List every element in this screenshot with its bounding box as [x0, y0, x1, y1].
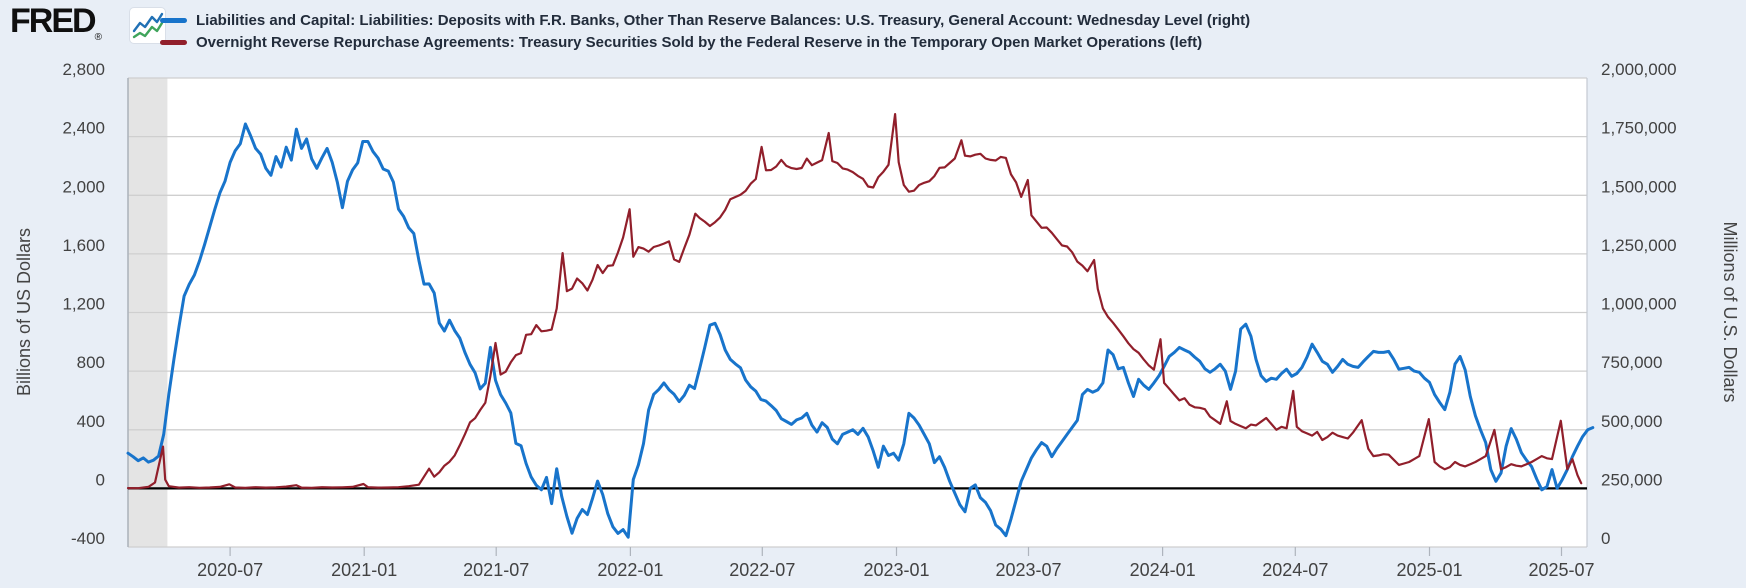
y-axis-label-right: 1,500,000: [1601, 177, 1677, 196]
fred-logo-text: FRED: [10, 2, 97, 40]
x-axis-label: 2023-01: [863, 560, 929, 580]
y-axis-label-right: 2,000,000: [1601, 60, 1677, 79]
y-axis-label-left: 800: [77, 353, 105, 372]
x-axis-label: 2020-07: [197, 560, 263, 580]
right-axis-title: Millions of U.S. Dollars: [1720, 221, 1740, 402]
y-axis-label-left: 2,800: [62, 60, 105, 79]
x-axis-label: 2022-01: [597, 560, 663, 580]
legend-label-rrp: Overnight Reverse Repurchase Agreements:…: [196, 33, 1203, 51]
y-axis-label-left: 400: [77, 412, 105, 431]
line-chart-icon: [129, 7, 166, 44]
y-axis-label-right: 0: [1601, 529, 1610, 548]
y-axis-label-right: 1,250,000: [1601, 236, 1677, 255]
left-axis-title: Billions of US Dollars: [14, 228, 34, 396]
y-axis-label-left: 1,600: [62, 236, 105, 255]
y-axis-label-right: 750,000: [1601, 353, 1662, 372]
x-axis-label: 2025-07: [1528, 560, 1594, 580]
chart-legend: Liabilities and Capital: Liabilities: De…: [160, 9, 1250, 53]
legend-swatch-red: [160, 39, 187, 45]
y-axis-label-left: 1,200: [62, 295, 105, 314]
fred-logo: FRED®: [10, 2, 102, 43]
legend-item-rrp: Overnight Reverse Repurchase Agreements:…: [160, 31, 1250, 53]
y-axis-label-right: 1,000,000: [1601, 295, 1677, 314]
x-axis-label: 2021-01: [331, 560, 397, 580]
legend-swatch-blue: [160, 17, 187, 23]
registered-mark: ®: [94, 32, 102, 43]
series-line-1[interactable]: [126, 112, 1583, 490]
x-axis-label: 2024-07: [1262, 560, 1328, 580]
x-axis-label: 2025-01: [1396, 560, 1462, 580]
y-axis-label-right: 1,750,000: [1601, 119, 1677, 138]
x-axis-label: 2021-07: [463, 560, 529, 580]
y-axis-label-left: 2,400: [62, 119, 105, 138]
y-axis-label-left: -400: [71, 529, 105, 548]
series-line-0[interactable]: [126, 122, 1595, 539]
x-axis-label: 2023-07: [995, 560, 1061, 580]
x-axis-label: 2022-07: [729, 560, 795, 580]
y-axis-label-left: 0: [96, 470, 105, 489]
x-axis-label: 2024-01: [1130, 560, 1196, 580]
y-axis-label-left: 2,000: [62, 177, 105, 196]
y-axis-label-right: 250,000: [1601, 470, 1662, 489]
legend-label-tga: Liabilities and Capital: Liabilities: De…: [196, 11, 1251, 29]
y-axis-label-right: 500,000: [1601, 412, 1662, 431]
legend-item-tga: Liabilities and Capital: Liabilities: De…: [160, 9, 1250, 31]
